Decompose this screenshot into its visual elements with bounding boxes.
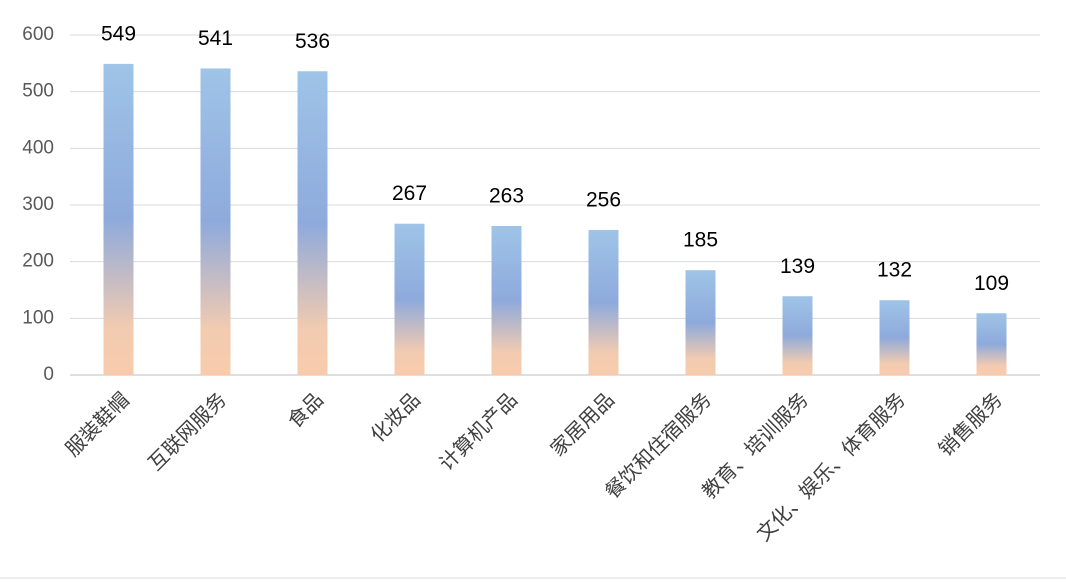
value-label: 541 <box>198 27 233 50</box>
y-tick-label: 300 <box>22 194 54 215</box>
x-tick-label: 销售服务 <box>933 387 1007 461</box>
value-label: 263 <box>489 185 524 208</box>
x-tick-label: 化妆品 <box>366 387 425 446</box>
value-label: 536 <box>295 30 330 53</box>
bar <box>588 229 619 375</box>
x-tick-label: 家居用品 <box>545 387 619 461</box>
x-tick-label: 互联网服务 <box>143 387 231 475</box>
y-tick-label: 100 <box>22 307 54 328</box>
value-label: 185 <box>683 229 718 252</box>
bar <box>491 225 522 375</box>
bar <box>394 223 425 375</box>
x-tick-label: 计算机产品 <box>434 387 522 475</box>
bar <box>103 63 134 376</box>
value-label: 109 <box>974 272 1009 295</box>
value-label: 256 <box>586 188 621 211</box>
value-label: 267 <box>392 182 427 205</box>
bar <box>879 300 910 375</box>
bar <box>685 270 716 375</box>
y-tick-label: 400 <box>22 137 54 158</box>
x-tick-label: 食品 <box>283 387 328 432</box>
y-tick-label: 0 <box>43 364 54 385</box>
value-label: 549 <box>101 22 136 45</box>
y-tick-label: 500 <box>22 81 54 102</box>
bar <box>976 313 1007 375</box>
bar <box>200 68 231 375</box>
bar <box>297 71 328 376</box>
y-tick-label: 200 <box>22 251 54 272</box>
value-label: 132 <box>877 259 912 282</box>
bar <box>782 296 813 375</box>
value-label: 139 <box>780 255 815 278</box>
x-tick-label: 服装鞋帽 <box>60 387 134 461</box>
y-tick-label: 600 <box>22 24 54 45</box>
